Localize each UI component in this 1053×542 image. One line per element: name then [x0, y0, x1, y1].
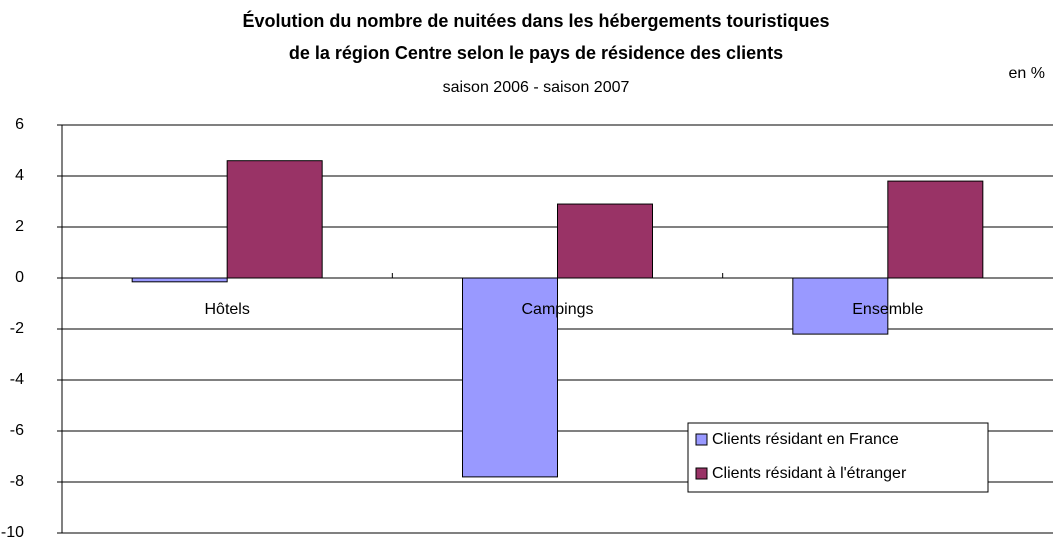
chart-title: Évolution du nombre de nuitées dans les … [242, 10, 829, 31]
y-tick-label: -4 [10, 371, 24, 388]
bar [792, 277, 889, 335]
x-tick-label: Ensemble [852, 301, 923, 318]
legend-label: Clients résidant en France [712, 431, 899, 448]
y-tick-label: 0 [15, 269, 24, 286]
chart-title: de la région Centre selon le pays de rés… [289, 43, 783, 63]
legend-swatch [695, 433, 708, 446]
bar [887, 180, 984, 279]
y-tick-label: 6 [15, 116, 24, 133]
x-tick-label: Hôtels [204, 301, 249, 318]
bar [557, 203, 653, 279]
unit-label: en % [1009, 65, 1045, 82]
y-tick-label: 4 [15, 167, 24, 184]
y-tick-label: -10 [1, 524, 24, 541]
x-tick-label: Campings [521, 301, 593, 318]
bar [131, 277, 228, 283]
y-tick-label: -8 [10, 473, 24, 490]
legend-label: Clients résidant à l'étranger [712, 465, 907, 482]
bar [462, 277, 558, 478]
legend-swatch [695, 467, 708, 480]
legend-box [687, 422, 989, 493]
y-tick-label: 2 [15, 218, 24, 235]
y-tick-label: -6 [10, 422, 24, 439]
y-tick-label: -2 [10, 320, 24, 337]
chart-subtitle: saison 2006 - saison 2007 [443, 79, 630, 96]
bar [226, 160, 323, 279]
